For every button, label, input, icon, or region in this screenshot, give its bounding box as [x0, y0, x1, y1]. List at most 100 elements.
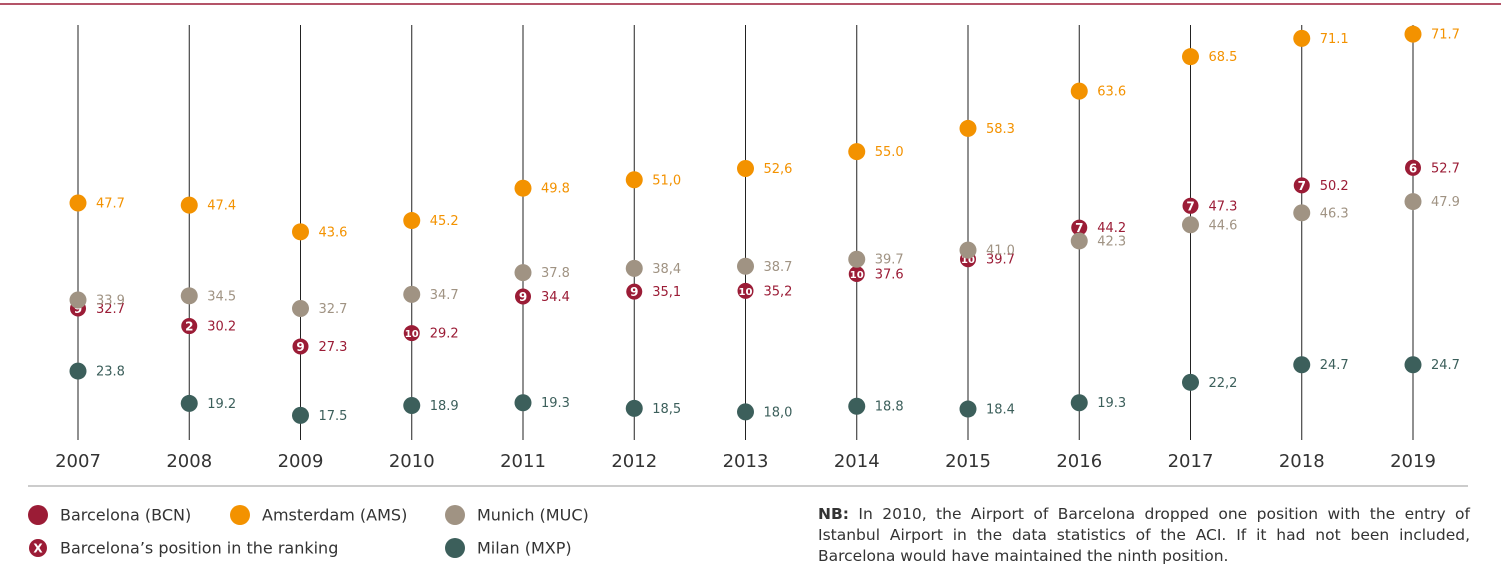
value-label: 32.7: [96, 302, 125, 317]
dot: [1404, 356, 1422, 374]
dot: [848, 397, 866, 415]
value-label: 22,2: [1209, 376, 1238, 391]
value-label: 49.8: [541, 182, 570, 197]
dot: [625, 399, 643, 417]
dot: [1293, 204, 1311, 222]
dot: [292, 223, 309, 241]
value-label: 52.7: [1431, 161, 1460, 176]
dot: [1293, 177, 1310, 194]
value-label: 47.4: [207, 199, 236, 214]
value-label: 39.7: [986, 253, 1015, 268]
value-label: 32.7: [319, 302, 348, 317]
value-label: 44.6: [1209, 218, 1238, 233]
dot: [180, 394, 198, 412]
value-label: 63.6: [1097, 85, 1126, 100]
value-label: 34.5: [207, 289, 236, 304]
value-label: 44.2: [1097, 221, 1126, 236]
value-label: 47.3: [1209, 199, 1238, 214]
value-label: 24.7: [1320, 358, 1349, 373]
rank-label: 9: [296, 340, 304, 354]
legend-rank-marker: X: [33, 542, 43, 556]
legend-swatch: [230, 505, 250, 525]
dot: [515, 288, 531, 305]
legend-rank-swatch: [29, 539, 47, 557]
dot: [625, 259, 643, 277]
legend-swatch: [28, 505, 48, 525]
value-label: 19.3: [541, 396, 570, 411]
dot: [403, 212, 421, 230]
dot: [514, 394, 532, 412]
value-label: 38,4: [652, 262, 681, 277]
dot: [1404, 193, 1422, 211]
rank-label: 9: [519, 290, 527, 304]
value-label: 18,5: [652, 402, 681, 417]
dot: [959, 241, 977, 259]
rank-label: 6: [1409, 161, 1417, 175]
x-tick-label: 2019: [1390, 451, 1436, 472]
rank-label: 7: [1075, 221, 1083, 235]
value-label: 19.2: [207, 397, 236, 412]
value-label: 34.7: [430, 288, 459, 303]
dot: [69, 194, 87, 212]
dot: [514, 264, 532, 282]
legend-swatch: [445, 505, 465, 525]
value-label: 38.7: [764, 260, 793, 275]
dot: [69, 362, 87, 380]
dot: [1182, 216, 1199, 234]
value-label: 33.9: [96, 294, 125, 309]
value-label: 52,6: [764, 162, 793, 177]
dot: [1404, 25, 1422, 43]
value-label: 37.8: [541, 266, 570, 281]
value-label: 71.7: [1431, 28, 1460, 43]
dot: [626, 283, 643, 300]
value-label: 55.0: [875, 145, 904, 160]
rank-label: 10: [850, 270, 864, 281]
value-label: 46.3: [1320, 206, 1349, 221]
dot: [69, 291, 87, 309]
rank-label: 10: [739, 287, 753, 298]
dot: [403, 285, 421, 303]
dot: [403, 325, 420, 342]
value-label: 17.5: [319, 409, 348, 424]
value-label: 24.7: [1431, 358, 1460, 373]
legend-label: Amsterdam (AMS): [262, 506, 407, 525]
x-tick-label: 2011: [500, 451, 546, 472]
rank-label: 10: [961, 255, 975, 266]
dot: [737, 282, 754, 299]
x-tick-label: 2013: [723, 451, 769, 472]
value-label: 45.2: [430, 214, 459, 229]
dot: [1293, 29, 1311, 47]
dot: [292, 338, 309, 355]
value-label: 39.7: [875, 253, 904, 268]
x-tick-label: 2008: [166, 451, 212, 472]
value-label: 27.3: [319, 340, 348, 355]
dot: [959, 119, 977, 137]
legend-label: Munich (MUC): [477, 506, 589, 525]
value-label: 35,1: [652, 285, 681, 300]
dot: [737, 257, 754, 275]
value-label: 23.8: [96, 365, 125, 380]
rank-label: 7: [1298, 179, 1306, 193]
legend-label: Barcelona (BCN): [60, 506, 191, 525]
dot: [181, 318, 198, 335]
value-label: 47.7: [96, 196, 125, 211]
value-label: 29.2: [430, 327, 459, 342]
dot: [625, 171, 643, 189]
dot: [292, 406, 309, 424]
value-label: 41.0: [986, 244, 1015, 259]
value-label: 47.9: [1431, 195, 1460, 210]
dot: [1071, 219, 1088, 236]
dot: [848, 143, 866, 161]
note-text: In 2010, the Airport of Barcelona droppe…: [818, 505, 1470, 565]
dot: [737, 160, 754, 178]
value-label: 34.4: [541, 290, 570, 305]
dot: [1182, 197, 1199, 214]
legend-swatch: [445, 538, 465, 558]
rank-label: 10: [405, 329, 419, 340]
value-label: 43.6: [319, 225, 348, 240]
value-label: 51,0: [652, 173, 681, 188]
x-tick-label: 2015: [945, 451, 991, 472]
dot: [292, 299, 309, 317]
